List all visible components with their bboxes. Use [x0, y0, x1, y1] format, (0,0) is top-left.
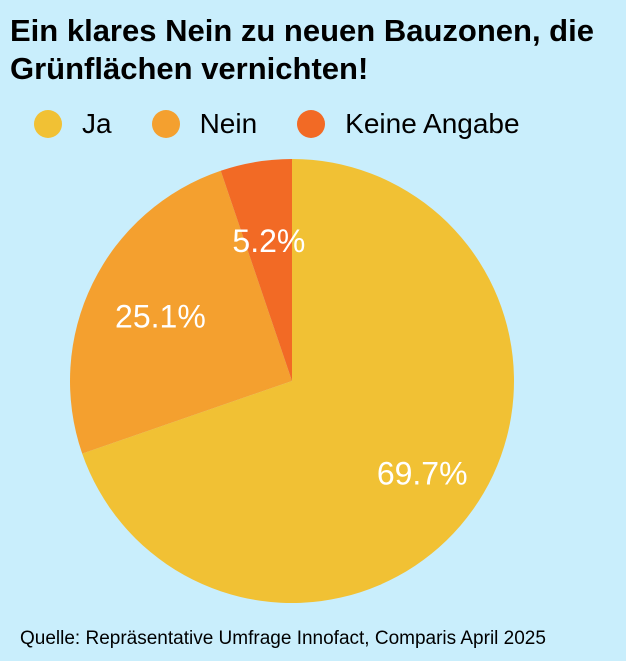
legend-label-ja: Ja — [82, 108, 112, 139]
legend-item-ja: Ja — [34, 108, 112, 140]
legend-item-nein: Nein — [151, 108, 258, 140]
chart-title: Ein klares Nein zu neuen Bauzonen, die G… — [10, 13, 594, 86]
pie-label-nein: 25.1% — [115, 299, 206, 335]
pie-label-ja: 69.7% — [377, 456, 468, 492]
legend-label-nein: Nein — [199, 108, 258, 139]
legend-swatch-ja — [34, 110, 62, 138]
legend-label-keine-angabe: Keine Angabe — [345, 108, 520, 139]
legend-swatch-keine-angabe — [297, 110, 326, 138]
source-note: Quelle: Repräsentative Umfrage Innofact,… — [20, 628, 546, 649]
pie-label-keine-angabe: 5.2% — [232, 223, 305, 259]
legend: Ja Nein Keine Angabe — [34, 106, 560, 142]
pie-slice-ja — [82, 159, 515, 604]
pie-slice-nein — [69, 170, 292, 454]
legend-item-keine-angabe: Keine Angabe — [297, 108, 520, 140]
legend-swatch-nein — [151, 110, 180, 138]
pie-slice-keine-angabe — [220, 159, 292, 381]
